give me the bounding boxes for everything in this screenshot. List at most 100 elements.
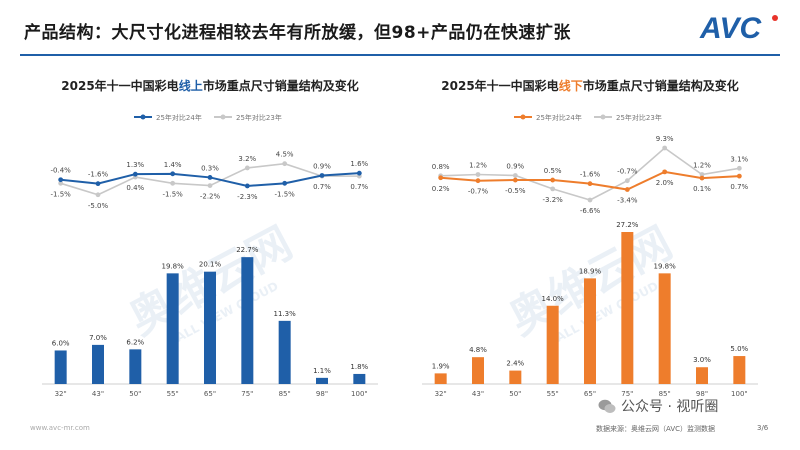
chart-title-highlight: 线下 xyxy=(559,78,583,93)
bar-value-label: 18.9% xyxy=(579,267,602,275)
bar-2 xyxy=(92,344,104,384)
online-chart-panel: 奥维云网 ALL VIEW CLOUD 2025年十一中国彩电线上市场重点尺寸销量结… xyxy=(24,70,396,405)
series-1 xyxy=(58,170,362,189)
series-point xyxy=(282,161,288,167)
series-point xyxy=(244,165,250,171)
bar-value-label: 22.7% xyxy=(236,246,259,254)
title-bar: 产品结构：大尺寸化进程相较去年有所放缓，但98+产品仍在快速扩张 AVC xyxy=(0,0,800,62)
series-1-label: -1.6% xyxy=(88,171,109,179)
series-2-label: -3.2% xyxy=(543,196,564,204)
bar-6 xyxy=(621,232,634,384)
chart-title-suffix: 市场重点尺寸销量结构及变化 xyxy=(583,78,739,93)
x-tick-label: 50" xyxy=(509,390,521,398)
x-tick-label: 55" xyxy=(547,390,559,398)
x-tick-label: 100" xyxy=(351,390,368,398)
title-divider xyxy=(20,54,780,56)
bar-3 xyxy=(129,349,142,384)
bar-value-label: 1.8% xyxy=(350,363,368,371)
series-1-label: 0.3% xyxy=(201,164,219,172)
series-2 xyxy=(438,145,742,203)
series-2-label: 9.3% xyxy=(656,135,674,143)
series-point xyxy=(170,180,176,186)
x-tick-label: 32" xyxy=(55,390,67,398)
x-tick-label: 55" xyxy=(167,390,179,398)
series-2-label: -1.5% xyxy=(163,190,184,198)
series-point xyxy=(356,170,362,176)
series-2-label: 0.7% xyxy=(350,183,368,191)
series-1-label: 1.4% xyxy=(164,161,182,169)
wechat-watermark: 公众号 · 视听圈 xyxy=(598,396,718,416)
series-point xyxy=(132,171,138,177)
series-1-label: -1.6% xyxy=(580,171,601,179)
series-2-label: 0.4% xyxy=(126,184,144,192)
series-1-label: -1.5% xyxy=(275,190,296,198)
x-tick-label: 32" xyxy=(435,390,447,398)
offline-chart-panel: 奥维云网 ALL VIEW CLOUD 2025年十一中国彩电线下市场重点尺寸销量结… xyxy=(404,70,776,405)
series-point xyxy=(207,175,213,180)
x-tick-label: 98" xyxy=(696,390,708,398)
bar-1 xyxy=(434,373,447,384)
bar-value-label: 1.9% xyxy=(432,362,450,370)
series-point xyxy=(475,178,481,184)
bar-value-label: 19.8% xyxy=(162,262,185,270)
series-1-label: 0.7% xyxy=(730,183,748,191)
legend-marker-1 xyxy=(520,114,526,120)
bar-value-label: 27.2% xyxy=(616,221,639,229)
x-tick-label: 65" xyxy=(584,390,596,398)
bar-3 xyxy=(509,370,522,384)
x-tick-label: 43" xyxy=(92,390,104,398)
bar-value-label: 1.1% xyxy=(313,367,331,375)
series-point xyxy=(58,177,64,183)
series-point xyxy=(699,175,705,181)
legend-marker-1 xyxy=(140,114,146,120)
legend-label-1: 25年对比24年 xyxy=(156,113,202,122)
series-point xyxy=(95,181,101,187)
bar-9 xyxy=(353,373,366,384)
series-point xyxy=(699,172,705,177)
page-number: 3/6 xyxy=(757,424,769,432)
series-point xyxy=(95,192,101,198)
series-1-label: 0.1% xyxy=(693,185,711,193)
bar-2 xyxy=(472,357,484,384)
legend-marker-2 xyxy=(600,114,606,120)
series-2-label: 1.2% xyxy=(469,161,487,169)
series-1-label: 1.6% xyxy=(350,160,368,168)
series-2-label: -1.5% xyxy=(51,190,72,198)
series-point xyxy=(438,175,444,181)
series-2-label: -5.0% xyxy=(88,202,109,210)
footer-source: 数据来源：奥维云网（AVC）监测数据 xyxy=(596,425,716,433)
bar-5 xyxy=(204,271,216,384)
bar-value-label: 11.3% xyxy=(274,310,297,318)
series-point xyxy=(475,172,481,177)
series-2-label: 3.1% xyxy=(730,155,748,163)
series-1-label: 1.3% xyxy=(126,161,144,169)
series-2-label: -2.2% xyxy=(200,193,221,201)
bar-7 xyxy=(658,273,671,384)
series-2-label: 0.7% xyxy=(313,183,331,191)
series-1 xyxy=(438,169,742,192)
avc-logo: AVC xyxy=(699,12,778,45)
x-tick-label: 43" xyxy=(472,390,484,398)
legend: 25年对比24年 25年对比23年 xyxy=(134,113,282,122)
series-point xyxy=(550,186,556,192)
x-tick-label: 85" xyxy=(659,390,671,398)
bar-value-label: 6.0% xyxy=(52,339,70,347)
avc-logo-text: AVC xyxy=(699,12,762,45)
series-point xyxy=(550,177,556,183)
series-point xyxy=(512,173,518,178)
bar-value-label: 4.8% xyxy=(469,346,487,354)
x-tick-label: 98" xyxy=(316,390,328,398)
x-tick-label: 85" xyxy=(279,390,291,398)
legend: 25年对比24年 25年对比23年 xyxy=(514,113,662,122)
legend-label-1: 25年对比24年 xyxy=(536,113,582,122)
wechat-label: 公众号 · 视听圈 xyxy=(621,399,719,415)
series-1-label: 0.5% xyxy=(544,167,562,175)
series-1-label: 0.2% xyxy=(432,185,450,193)
bar-value-label: 20.1% xyxy=(199,261,222,269)
series-point xyxy=(624,187,630,192)
series-2-label: -6.6% xyxy=(580,207,601,215)
series-point xyxy=(170,171,176,177)
chart-title: 2025年十一中国彩电线下市场重点尺寸销量结构及变化 xyxy=(441,78,738,93)
